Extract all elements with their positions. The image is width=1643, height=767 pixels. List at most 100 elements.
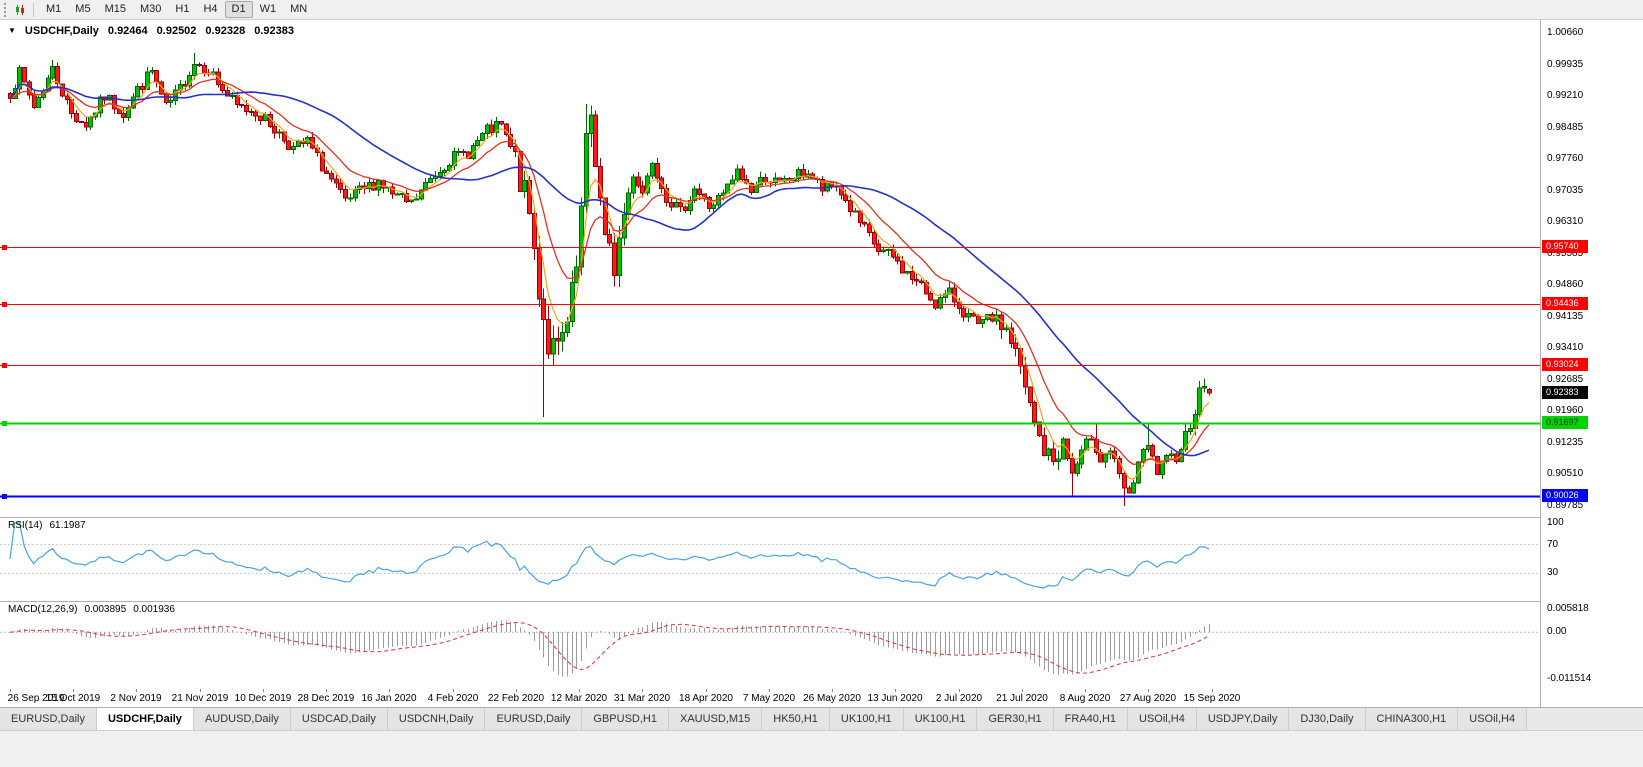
rsi-tick-label: 100 xyxy=(1547,517,1564,528)
rsi-tick-label: 70 xyxy=(1547,539,1559,550)
date-axis-tick xyxy=(959,689,960,692)
date-axis-label: 16 Jan 2020 xyxy=(361,693,417,704)
timeframe-m1-button[interactable]: M1 xyxy=(39,1,68,18)
tab-usoil-h4-1[interactable]: USOil,H4 xyxy=(1128,708,1197,730)
tab-uk100-h1-1[interactable]: UK100,H1 xyxy=(829,708,904,730)
macd-panel[interactable] xyxy=(0,601,1540,689)
tab-eurusd-daily-1[interactable]: EURUSD,Daily xyxy=(0,708,97,730)
price-axis[interactable]: 1.00660 0.99935 0.99210 0.98485 0.97760 0.970… xyxy=(1540,20,1643,707)
chart-symbol-label: USDCHF,Daily xyxy=(24,25,99,37)
moving-average-line-ema5 xyxy=(9,72,1210,481)
date-axis-tick xyxy=(642,689,643,692)
timeframe-w1-button[interactable]: W1 xyxy=(253,1,284,18)
hline-price-badge: 0.94436 xyxy=(1542,297,1588,310)
rsi-macd-divider[interactable] xyxy=(0,601,1643,602)
date-axis-tick xyxy=(326,689,327,692)
tab-hk50-h1[interactable]: HK50,H1 xyxy=(762,708,830,730)
rsi-indicator-label: RSI(14) 61.1987 xyxy=(8,520,86,531)
macd-signal-value: 0.001936 xyxy=(133,604,175,615)
tab-usoil-h4-2[interactable]: USOil,H4 xyxy=(1458,708,1528,730)
tab-usdcnh-daily[interactable]: USDCNH,Daily xyxy=(387,708,486,730)
price-tick-label: 0.94135 xyxy=(1547,311,1584,322)
price-tick-label: 0.89785 xyxy=(1547,500,1584,511)
chart-frame: ▼ USDCHF,Daily 0.92464 0.92502 0.92328 0… xyxy=(0,20,1643,707)
date-axis-label: 4 Feb 2020 xyxy=(427,693,479,704)
rsi-panel[interactable] xyxy=(0,517,1540,601)
date-axis-tick xyxy=(832,689,833,692)
date-axis-tick xyxy=(769,689,770,692)
date-axis-label: 18 Apr 2020 xyxy=(679,693,733,704)
tab-xauusd-m15[interactable]: XAUUSD,M15 xyxy=(668,708,763,730)
macd-name: MACD(12,26,9) xyxy=(8,604,78,615)
date-axis-label: 31 Mar 2020 xyxy=(613,693,671,704)
toolbar-separator xyxy=(33,2,34,17)
ohlc-open-value: 0.92464 xyxy=(107,25,148,37)
date-axis-label: 27 Aug 2020 xyxy=(1119,693,1177,704)
rsi-value: 61.1987 xyxy=(49,520,86,531)
date-axis-tick xyxy=(1085,689,1086,692)
tab-uk100-h1-2[interactable]: UK100,H1 xyxy=(903,708,978,730)
tab-china300-h1[interactable]: CHINA300,H1 xyxy=(1365,708,1459,730)
macd-histogram xyxy=(15,620,1210,677)
price-tick-label: 0.97760 xyxy=(1547,153,1584,164)
date-axis-label: 2 Jul 2020 xyxy=(935,693,983,704)
timeframe-toolbar: M1 M5 M15 M30 H1 H4 D1 W1 MN xyxy=(0,0,1643,20)
tab-gbpusd-h1[interactable]: GBPUSD,H1 xyxy=(582,708,669,730)
date-axis-label: 22 Feb 2020 xyxy=(487,693,545,704)
time-axis[interactable]: 26 Sep 2019 15 Oct 2019 2 Nov 2019 21 Nov 2… xyxy=(0,689,1540,707)
collapse-chart-icon[interactable]: ▼ xyxy=(8,26,16,35)
price-chart-panel[interactable] xyxy=(0,20,1540,517)
hline-price-badge: 0.93024 xyxy=(1542,358,1588,371)
timeframe-m5-button[interactable]: M5 xyxy=(68,1,97,18)
rsi-line xyxy=(9,522,1210,589)
hline-price-badge: 0.95740 xyxy=(1542,240,1588,253)
macd-tick-label: 0.005818 xyxy=(1547,603,1589,614)
horizontal-lines-layer[interactable] xyxy=(0,245,1540,499)
date-axis-tick xyxy=(73,689,74,692)
ohlc-high-value: 0.92502 xyxy=(156,25,197,37)
price-rsi-divider[interactable] xyxy=(0,517,1643,518)
tab-fra40-h1[interactable]: FRA40,H1 xyxy=(1053,708,1129,730)
price-tick-label: 0.90510 xyxy=(1547,468,1584,479)
date-axis-tick xyxy=(10,689,11,692)
tab-eurusd-daily-2[interactable]: EURUSD,Daily xyxy=(485,708,583,730)
chart-candles-icon[interactable] xyxy=(12,2,28,18)
tab-ger30-h1[interactable]: GER30,H1 xyxy=(977,708,1054,730)
date-axis-tick xyxy=(136,689,137,692)
ohlc-low-value: 0.92328 xyxy=(205,25,246,37)
timeframe-m15-button[interactable]: M15 xyxy=(98,1,133,18)
tab-bar-area: EURUSD,Daily USDCHF,Daily AUDUSD,Daily U… xyxy=(0,707,1643,767)
toolbar-grip[interactable] xyxy=(4,2,8,17)
date-axis-tick xyxy=(1022,689,1023,692)
timeframe-h1-button[interactable]: H1 xyxy=(168,1,196,18)
date-axis-tick xyxy=(453,689,454,692)
price-tick-label: 0.99210 xyxy=(1547,90,1584,101)
ohlc-close-value: 0.92383 xyxy=(254,25,294,37)
timeframe-mn-button[interactable]: MN xyxy=(283,1,314,18)
hline-price-badge: 0.91697 xyxy=(1542,416,1588,429)
tab-usdcad-daily[interactable]: USDCAD,Daily xyxy=(290,708,388,730)
price-tick-label: 0.91235 xyxy=(1547,437,1584,448)
price-tick-label: 0.93410 xyxy=(1547,342,1584,353)
timeframe-m30-button[interactable]: M30 xyxy=(133,1,168,18)
price-tick-label: 0.98485 xyxy=(1547,122,1584,133)
price-tick-label: 0.91960 xyxy=(1547,405,1584,416)
date-axis-tick xyxy=(1212,689,1213,692)
moving-average-line-ema13 xyxy=(9,78,1210,465)
tab-dj30-daily[interactable]: DJ30,Daily xyxy=(1289,708,1366,730)
macd-tick-label: -0.011514 xyxy=(1547,673,1592,684)
date-axis-tick xyxy=(516,689,517,692)
price-tick-label: 0.94860 xyxy=(1547,279,1584,290)
price-tick-label: 0.92685 xyxy=(1547,374,1584,385)
timeframe-h4-button[interactable]: H4 xyxy=(196,1,224,18)
date-axis-label: 10 Dec 2019 xyxy=(234,693,292,704)
tab-usdchf-daily[interactable]: USDCHF,Daily xyxy=(96,708,194,730)
price-tick-label: 0.97035 xyxy=(1547,185,1584,196)
price-tick-label: 0.95585 xyxy=(1547,248,1584,259)
date-axis-label: 15 Oct 2019 xyxy=(45,693,101,704)
tab-usdjpy-daily[interactable]: USDJPY,Daily xyxy=(1196,708,1290,730)
tab-audusd-daily[interactable]: AUDUSD,Daily xyxy=(193,708,291,730)
date-axis-tick xyxy=(706,689,707,692)
timeframe-d1-button[interactable]: D1 xyxy=(224,1,253,18)
